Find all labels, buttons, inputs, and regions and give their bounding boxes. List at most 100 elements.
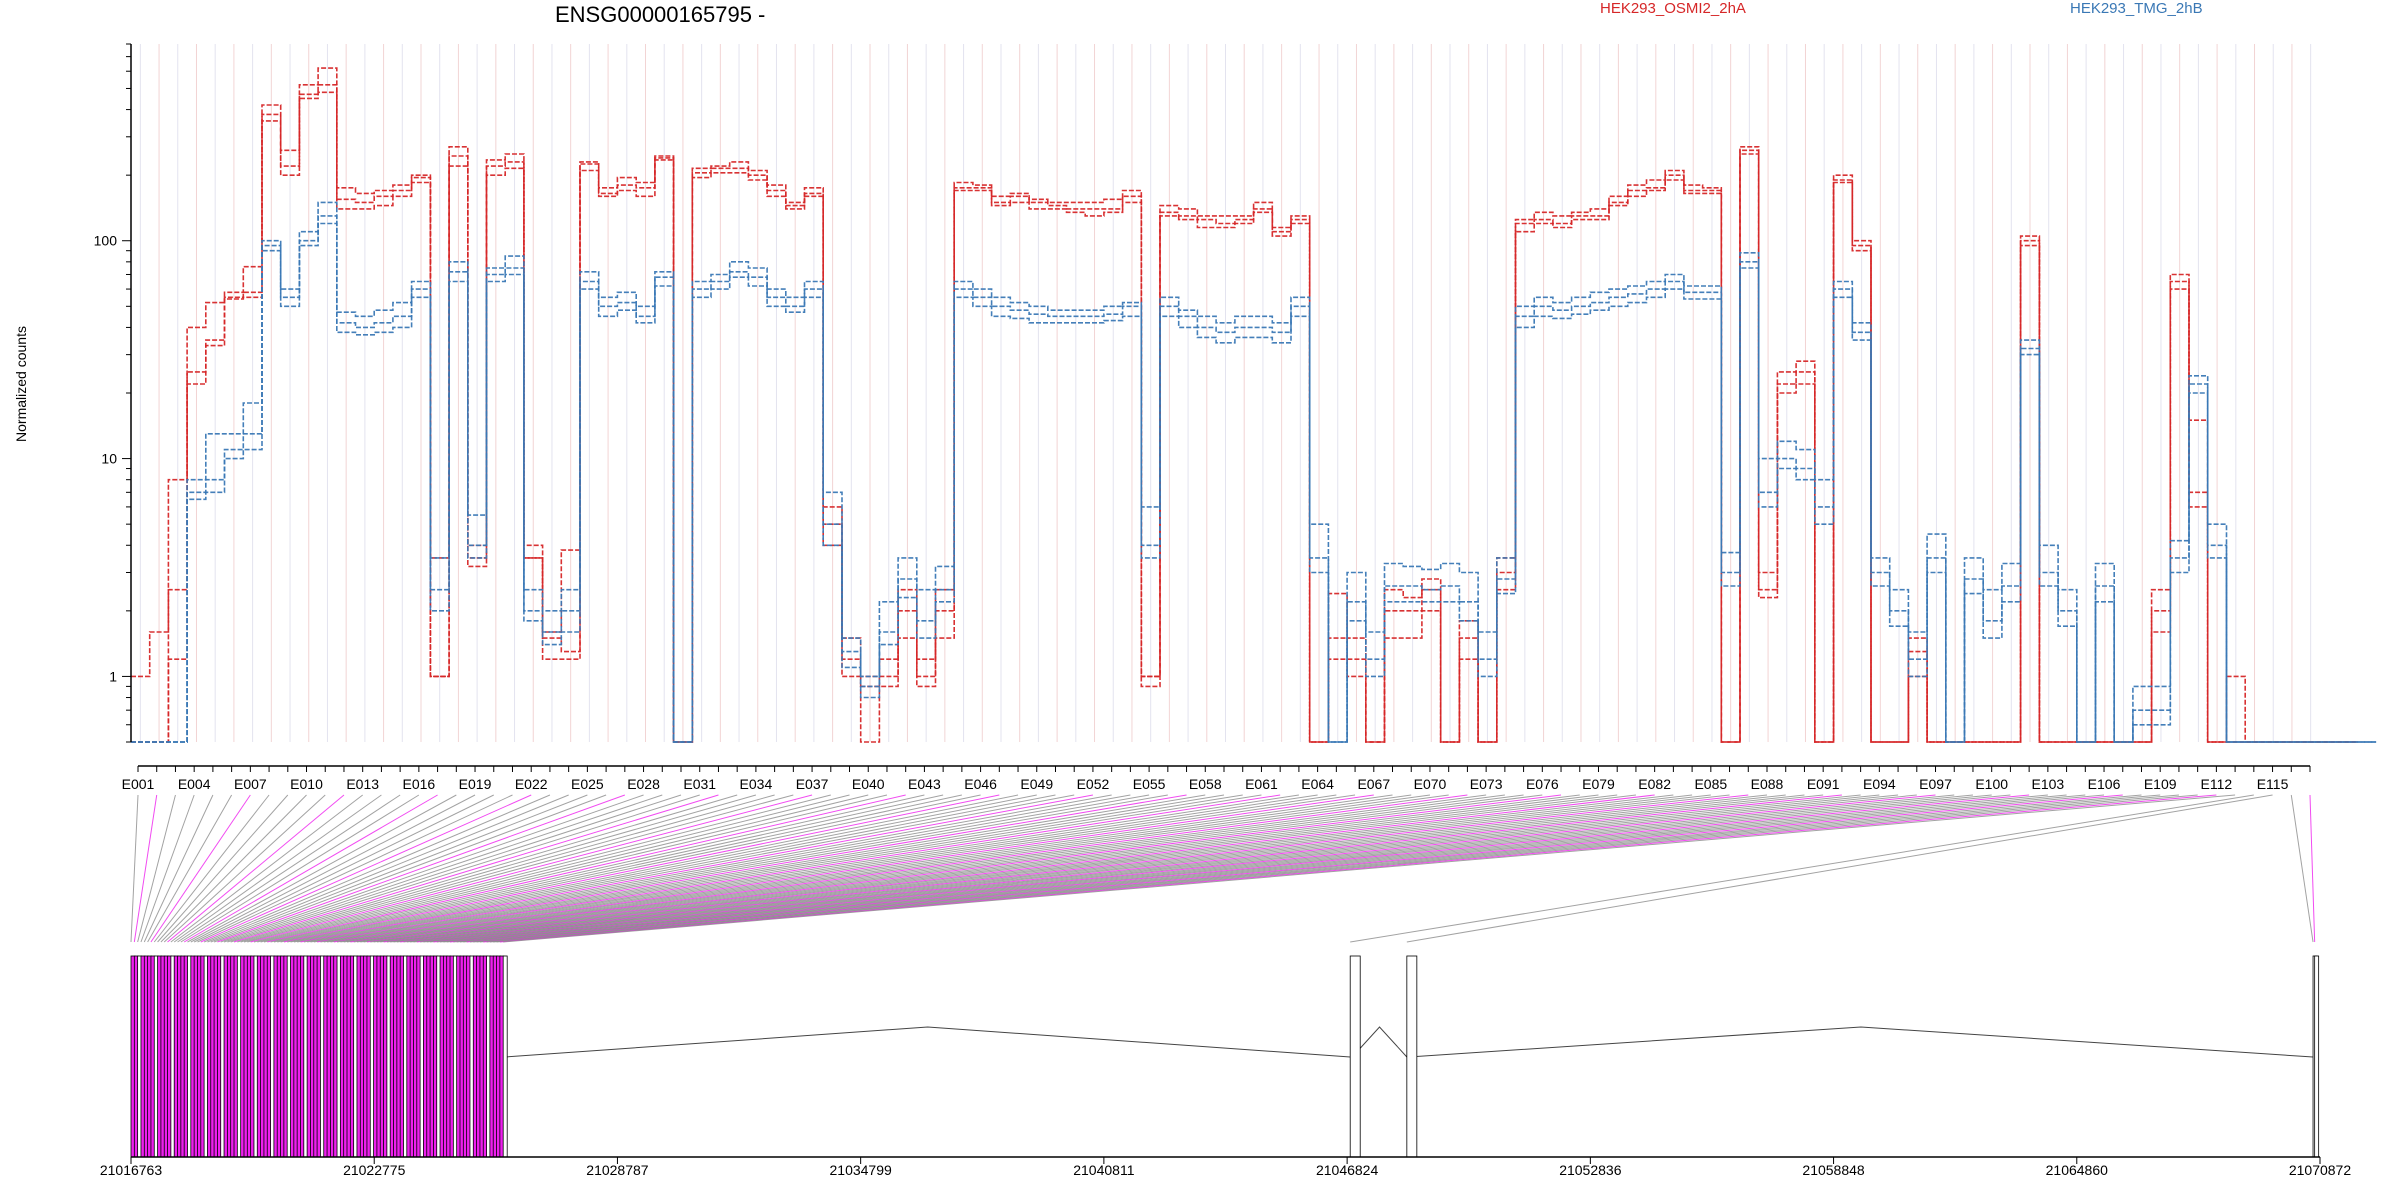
- exon-connector: [343, 794, 1337, 943]
- exon-connector: [320, 794, 1206, 943]
- exon-tick-label: E025: [571, 776, 604, 792]
- exon-tick-label: E046: [964, 776, 997, 792]
- exon-box: [502, 955, 508, 1158]
- genomic-tick-label: 21040811: [1073, 1162, 1134, 1178]
- exon-connector: [503, 794, 2236, 943]
- exon-tick-label: E103: [2032, 776, 2065, 792]
- exon-connector: [496, 794, 2198, 943]
- exon-connector: [230, 794, 700, 943]
- exon-connector: [307, 794, 1131, 943]
- genomic-tick-label: 21028787: [586, 1162, 649, 1178]
- exon-connector: [187, 794, 457, 943]
- exon-connector: [293, 794, 1056, 943]
- exon-tick-label: E088: [1751, 776, 1784, 792]
- exon-connector: [207, 794, 569, 943]
- exon-connector: [150, 794, 251, 943]
- exon-tick-label: E100: [1975, 776, 2008, 792]
- exon-tick-label: E028: [627, 776, 660, 792]
- exon-tick-label: E022: [515, 776, 548, 792]
- exon-connector: [253, 794, 831, 943]
- exon-tick-label: E043: [908, 776, 941, 792]
- exon-tick-label: E076: [1526, 776, 1559, 792]
- exon-tick-label: E007: [234, 776, 267, 792]
- exon-connector: [247, 794, 794, 943]
- exon-connector: [250, 794, 813, 943]
- exon-connector: [330, 794, 1262, 943]
- genomic-tick-label: 21046824: [1316, 1162, 1379, 1178]
- exon-connector: [133, 794, 158, 943]
- exon-connector: [473, 794, 2067, 943]
- exon-connector: [393, 794, 1618, 943]
- exon-connector: [140, 794, 195, 943]
- gene-model: [130, 955, 2320, 1158]
- exon-box: [1349, 955, 1361, 1158]
- exon-connector: [423, 794, 1786, 943]
- exon-connector: [137, 794, 176, 943]
- exon-connector: [203, 794, 551, 943]
- exon-connector: [213, 794, 607, 943]
- exon-connector: [340, 794, 1318, 943]
- exon-connector: [486, 794, 2142, 943]
- exon-connector: [386, 794, 1580, 943]
- exon-connector: [333, 794, 1281, 943]
- exon-connector: [346, 794, 1356, 943]
- exon-connector: [420, 794, 1768, 943]
- exon-connector: [350, 794, 1374, 943]
- intron-line: [1408, 1026, 2314, 1058]
- exon-connector: [463, 794, 2011, 943]
- exon-connector: [479, 794, 2105, 943]
- exon-connector: [483, 794, 2123, 943]
- intron-line: [1351, 1026, 1408, 1058]
- exon-axis: E001 E004 E007 E010 E013 E016 E019 E022 E025 E028…: [122, 765, 2311, 792]
- exon-connector: [396, 794, 1636, 943]
- exon-grid: [139, 44, 2312, 742]
- exon-connector: [130, 794, 139, 943]
- genomic-tick-label: 21052836: [1559, 1162, 1622, 1178]
- exon-connector: [143, 794, 214, 943]
- exon-connector: [413, 794, 1730, 943]
- exon-connector: [449, 794, 1936, 943]
- exon-connector: [466, 794, 2030, 943]
- exon-connector: [260, 794, 869, 943]
- chart-title: ENSG00000165795 -: [555, 2, 765, 27]
- exon-connector: [426, 794, 1805, 943]
- exon-connector: [163, 794, 326, 943]
- exon-connector: [303, 794, 1112, 943]
- exon-connector: [147, 794, 233, 943]
- exon-connector: [200, 794, 532, 943]
- y-tick-label: 1: [109, 668, 117, 684]
- genomic-tick-label: 21058848: [1802, 1162, 1865, 1178]
- exon-connector: [237, 794, 738, 943]
- exon-tick-label: E115: [2257, 776, 2289, 792]
- exon-connector: [177, 794, 401, 943]
- exon-connector: [416, 794, 1749, 943]
- exon-tick-label: E055: [1133, 776, 1166, 792]
- intron-line: [505, 1026, 1351, 1058]
- exon-connector: [430, 794, 1824, 943]
- exon-tick-label: E001: [122, 776, 155, 792]
- exon-tick-label: E079: [1582, 776, 1615, 792]
- exon-connector: [489, 794, 2161, 943]
- exon-connector: [1350, 794, 2254, 943]
- exon-connector: [353, 794, 1393, 943]
- genomic-tick-label: 21022775: [343, 1162, 406, 1178]
- exon-connector: [300, 794, 1094, 943]
- exon-connector: [153, 794, 270, 943]
- genomic-tick-label: 21064860: [2046, 1162, 2109, 1178]
- exon-tick-label: E097: [1919, 776, 1952, 792]
- exon-connector: [363, 794, 1449, 943]
- exon-tick-label: E019: [459, 776, 492, 792]
- genomic-tick-label: 21034799: [830, 1162, 893, 1178]
- exon-connector: [443, 794, 1899, 943]
- series-hek293-osmi2-2ha: [131, 91, 2358, 743]
- exon-connector: [283, 794, 1000, 943]
- exon-connector: [197, 794, 513, 943]
- exon-connector: [270, 794, 925, 943]
- exon-connector: [240, 794, 757, 943]
- exon-connector: [323, 794, 1225, 943]
- y-axis: 1 10 100: [94, 43, 132, 743]
- legend-entry-osmi2: HEK293_OSMI2_2hA: [1600, 0, 1746, 17]
- exon-connector: [233, 794, 719, 943]
- exon-connector: [459, 794, 1992, 943]
- exon-tick-label: E052: [1077, 776, 1110, 792]
